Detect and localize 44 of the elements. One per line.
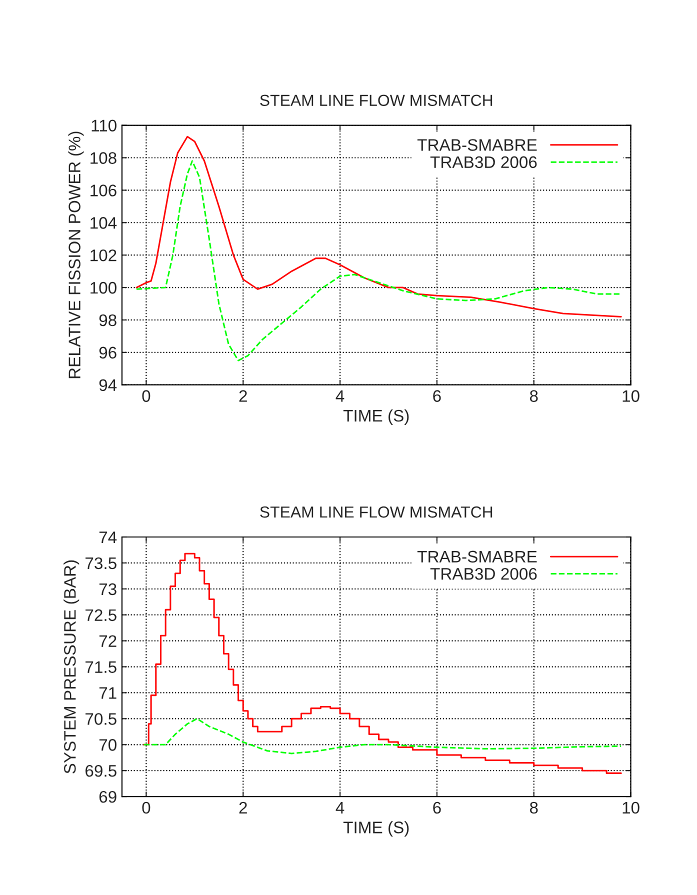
y-tick-label: 70 (99, 739, 116, 751)
legend-label: TRAB3D 2006 (430, 568, 537, 580)
x-axis-title: TIME (S) (343, 409, 409, 425)
line-series (136, 136, 622, 318)
y-tick-label: 69.5 (86, 764, 116, 777)
x-tick-label: 0 (142, 802, 150, 814)
x-tick-label: 2 (239, 802, 247, 814)
y-tick-label: 106 (90, 184, 116, 196)
legend-label: TRAB-SMABRE (417, 139, 537, 151)
y-tick-label: 70.5 (86, 713, 116, 725)
y-tick-label: 71 (99, 687, 116, 699)
y-tick-label: 102 (90, 249, 116, 262)
y-tick-label: 110 (92, 120, 116, 132)
y-tick-label: 98 (99, 314, 116, 326)
x-tick-label: 8 (530, 390, 538, 402)
x-tick-label: 0 (142, 390, 150, 402)
x-tick-label: 2 (239, 390, 247, 402)
x-tick-label: 8 (530, 802, 538, 814)
y-tick-label: 104 (90, 217, 117, 229)
x-tick-label: 10 (622, 802, 640, 814)
y-tick-label: 73.5 (86, 557, 116, 570)
y-axis-title: RELATIVE FISSION POWER (%) (68, 132, 84, 378)
legend-label: TRAB-SMABRE (417, 550, 537, 563)
x-tick-label: 4 (336, 390, 344, 402)
y-tick-label: 72.5 (86, 609, 116, 622)
x-tick-label: 4 (336, 802, 344, 814)
x-tick-label: 6 (433, 390, 441, 402)
y-tick-label: 72 (99, 635, 116, 647)
legend-label: TRAB3D 2006 (430, 156, 537, 168)
y-axis-title: SYSTEM PRESSURE (BAR) (64, 560, 80, 774)
y-tick-label: 108 (90, 152, 116, 164)
y-tick-label: 100 (90, 282, 116, 294)
x-axis-title: TIME (S) (343, 821, 409, 837)
y-tick-label: 73 (99, 583, 116, 596)
y-tick-label: 71.5 (86, 661, 116, 673)
y-tick-label: 94 (99, 379, 117, 392)
y-tick-label: 69 (99, 790, 116, 803)
x-tick-label: 6 (433, 802, 441, 814)
line-series (143, 718, 622, 754)
y-tick-label: 74 (99, 532, 117, 544)
chart-title: STEAM LINE FLOW MISMATCH (260, 94, 492, 106)
y-tick-label: 96 (99, 346, 116, 359)
x-tick-label: 10 (622, 390, 640, 402)
chart-title: STEAM LINE FLOW MISMATCH (260, 506, 492, 518)
